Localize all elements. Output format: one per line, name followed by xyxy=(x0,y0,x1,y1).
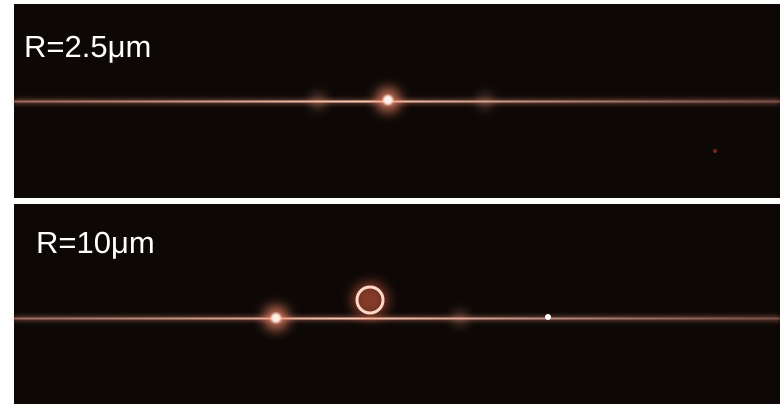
bright-spot xyxy=(545,314,551,320)
glow-spot xyxy=(312,95,324,107)
speck xyxy=(713,149,717,153)
page: R=2.5μm R=10μm (() => { const data = JSO… xyxy=(0,0,780,406)
panel: R=2.5μm xyxy=(14,4,780,198)
bright-spot xyxy=(383,95,393,105)
glow-spot xyxy=(454,312,466,324)
panel-label: R=10μm xyxy=(36,225,155,260)
figure: R=2.5μm R=10μm xyxy=(0,0,780,406)
glow-spot xyxy=(479,95,491,107)
panel-label: R=2.5μm xyxy=(24,29,151,64)
panel: R=10μm xyxy=(14,204,780,404)
bright-spot xyxy=(271,313,281,323)
waveguide xyxy=(14,318,780,320)
